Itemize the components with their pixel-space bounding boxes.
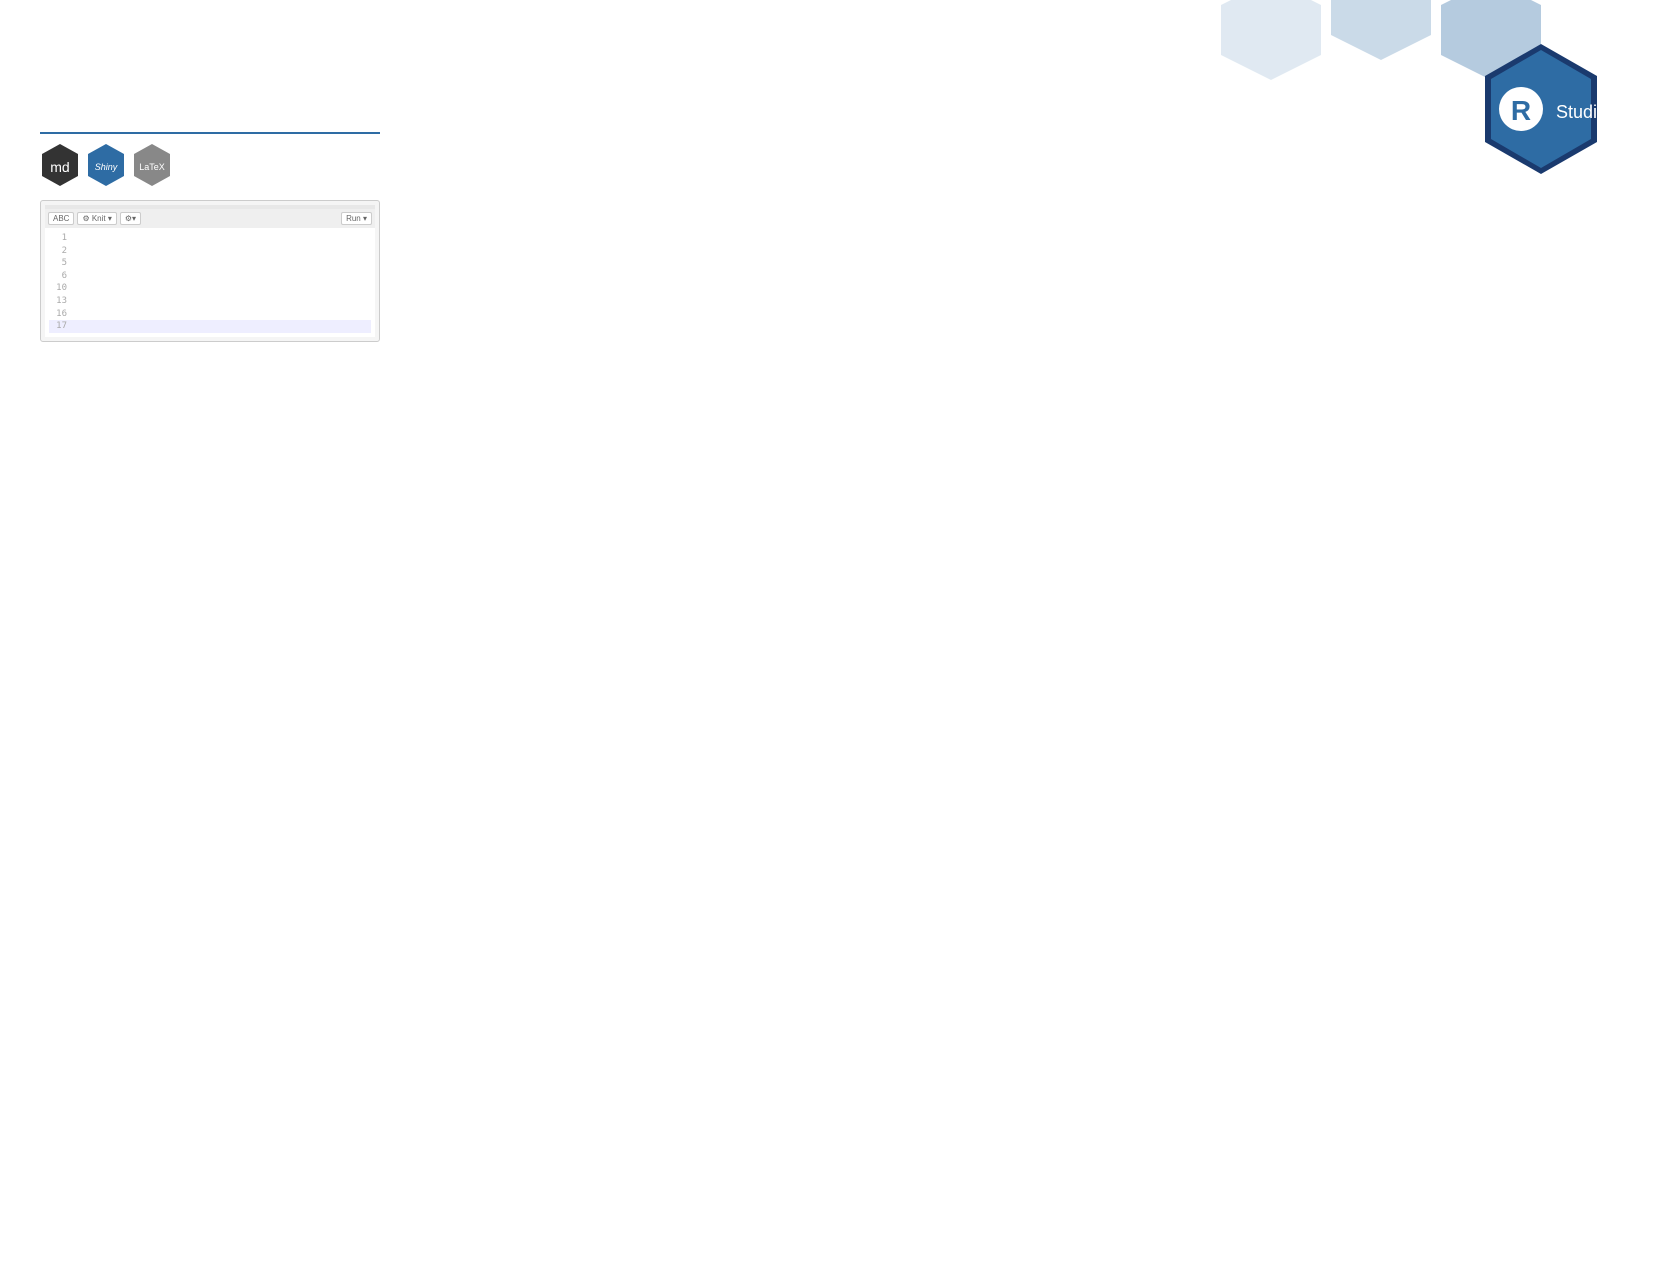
rmarkdown-icon: md — [40, 142, 80, 188]
rmd-editor-screenshot: ABC⚙ Knit ▾⚙▾Run ▾ 1 2 5 6 10 13 16 17 — [40, 200, 380, 342]
svg-text:md: md — [50, 159, 69, 175]
rstudio-logo: R Studio — [1481, 40, 1601, 178]
knit-button[interactable]: ⚙ Knit ▾ — [77, 212, 116, 225]
svg-text:Shiny: Shiny — [95, 162, 118, 172]
latex-icon: LaTeX — [132, 142, 172, 188]
shiny-icon: Shiny — [86, 142, 126, 188]
svg-text:Studio: Studio — [1556, 102, 1601, 122]
docs-heading — [40, 130, 380, 134]
svg-text:R: R — [1511, 95, 1531, 126]
svg-text:LaTeX: LaTeX — [139, 162, 165, 172]
